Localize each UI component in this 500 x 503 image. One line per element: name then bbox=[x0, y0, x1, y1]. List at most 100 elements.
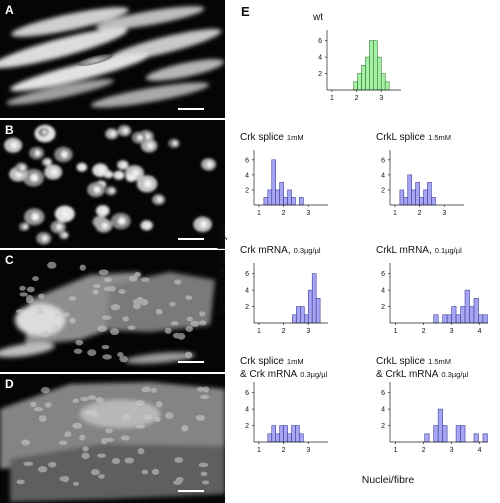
chart-title-1: Crk splice 1mM bbox=[240, 132, 304, 143]
histogram-bar bbox=[299, 433, 304, 443]
chart-title-main-2: CrkL splice bbox=[376, 132, 426, 143]
histogram-bar bbox=[295, 425, 300, 443]
x-tick-label: 3 bbox=[379, 95, 383, 102]
histogram-bar bbox=[292, 314, 297, 324]
chart-title2-conc-5: 0.3µg/µl bbox=[300, 370, 327, 379]
histogram-bar bbox=[263, 197, 269, 206]
x-tick-label: 2 bbox=[418, 210, 422, 217]
histogram-bar bbox=[460, 306, 466, 324]
histogram-bar bbox=[399, 189, 405, 206]
x-tick-label: 1 bbox=[330, 95, 334, 102]
x-tick-label: 2 bbox=[282, 210, 286, 217]
histogram-bar bbox=[442, 314, 448, 324]
y-tick-label: 6 bbox=[245, 157, 249, 164]
chart-title-0: wt bbox=[312, 12, 323, 23]
histogram-bar bbox=[423, 189, 428, 206]
histogram-bar bbox=[446, 314, 452, 324]
histogram-bar bbox=[419, 197, 424, 206]
histogram-bar bbox=[267, 189, 273, 206]
x-tick-label: 3 bbox=[442, 210, 446, 217]
chart-title-6: CrkL splice 1.5mM bbox=[376, 356, 451, 367]
histogram-bar bbox=[275, 189, 280, 206]
panel-letter-a: A bbox=[5, 3, 14, 17]
histogram-bar bbox=[357, 73, 362, 91]
y-tick-label: 4 bbox=[381, 288, 385, 295]
chart-title2-main-5: & Crk mRNA bbox=[240, 369, 298, 380]
chart-title-conc-2: 1.5mM bbox=[428, 133, 451, 142]
x-tick-label: 2 bbox=[282, 447, 286, 454]
histogram-bar bbox=[369, 40, 374, 91]
panel-letter-d: D bbox=[5, 377, 14, 391]
x-tick-label: 2 bbox=[422, 447, 426, 454]
micrograph-a-image bbox=[0, 6, 225, 108]
histogram-bar bbox=[437, 408, 443, 443]
x-tick-label: 3 bbox=[450, 447, 454, 454]
scale-bar-b bbox=[178, 238, 204, 240]
micrograph-a: A bbox=[0, 0, 225, 118]
histogram-bar bbox=[407, 174, 413, 206]
micrograph-c-image bbox=[0, 261, 215, 364]
histogram-bar bbox=[442, 425, 448, 443]
y-tick-label: 2 bbox=[245, 423, 249, 430]
x-tick-label: 1 bbox=[393, 210, 397, 217]
chart-title-5: Crk splice 1mM bbox=[240, 356, 304, 367]
y-tick-label: 4 bbox=[318, 55, 322, 62]
y-tick-label: 2 bbox=[381, 187, 385, 194]
histogram-bar bbox=[353, 81, 358, 91]
x-tick-label: 3 bbox=[306, 210, 310, 217]
chart-title-main-5: Crk splice bbox=[240, 356, 284, 367]
histogram-0: wt 2 4 6 1 2 3 bbox=[312, 12, 401, 102]
histogram-bar bbox=[271, 159, 277, 206]
chart-title2-conc-6: 0.3µg/µl bbox=[441, 370, 468, 379]
y-axis-label: Number of embryos bbox=[216, 224, 228, 316]
x-tick-label: 1 bbox=[257, 210, 261, 217]
y-tick-label: 2 bbox=[245, 304, 249, 311]
chart-title-4: CrkL mRNA, 0.1µg/µl bbox=[376, 245, 462, 256]
histogram-bar bbox=[431, 197, 436, 206]
histogram-bar bbox=[287, 433, 292, 443]
histogram-bar bbox=[455, 314, 461, 324]
chart-title-conc-4: 0.1µg/µl bbox=[435, 246, 462, 255]
histogram-bar bbox=[478, 314, 484, 324]
x-tick-label: 2 bbox=[282, 328, 286, 335]
histogram-bar bbox=[377, 56, 382, 91]
y-tick-label: 6 bbox=[381, 157, 385, 164]
histogram-bar bbox=[296, 306, 301, 324]
x-tick-label: 2 bbox=[355, 95, 359, 102]
x-tick-label: 3 bbox=[306, 447, 310, 454]
histogram-bar bbox=[403, 197, 409, 206]
histogram-bar bbox=[451, 306, 457, 324]
histogram-bar bbox=[283, 425, 288, 443]
y-tick-label: 2 bbox=[245, 187, 249, 194]
histogram-bar bbox=[283, 197, 288, 206]
y-tick-label: 6 bbox=[245, 390, 249, 397]
y-tick-label: 6 bbox=[381, 271, 385, 278]
histogram-6: CrkL splice 1.5mM & CrkL mRNA 0.3µg/µl 2 4 6 1 2… bbox=[376, 356, 488, 454]
x-tick-label: 1 bbox=[257, 328, 261, 335]
panel-letter-e: E bbox=[241, 4, 250, 19]
x-tick-label: 1 bbox=[257, 447, 261, 454]
chart-title-line2-6: & CrkL mRNA 0.3µg/µl bbox=[376, 369, 469, 380]
histogram-bar bbox=[287, 189, 292, 206]
histogram-bar bbox=[473, 298, 479, 324]
y-tick-label: 4 bbox=[245, 172, 249, 179]
chart-title-3: Crk mRNA, 0.3µg/µl bbox=[240, 245, 321, 256]
y-tick-label: 4 bbox=[381, 172, 385, 179]
chart-title-main-1: Crk splice bbox=[240, 132, 284, 143]
micrograph-c: C bbox=[0, 250, 225, 372]
histogram-bar bbox=[307, 289, 313, 324]
chart-title-main-3: Crk mRNA, bbox=[240, 245, 291, 256]
histogram-bar bbox=[433, 314, 439, 324]
histogram-bar bbox=[455, 425, 461, 443]
histogram-bar bbox=[267, 433, 273, 443]
scale-bar-d bbox=[178, 490, 204, 492]
y-tick-label: 6 bbox=[318, 38, 322, 45]
micrograph-b: B bbox=[0, 120, 225, 248]
chart-title-line2-5: & Crk mRNA 0.3µg/µl bbox=[240, 369, 328, 380]
chart-title-conc-6: 1.5mM bbox=[428, 357, 451, 366]
y-tick-label: 2 bbox=[318, 71, 322, 78]
histogram-bar bbox=[411, 189, 416, 206]
histogram-bar bbox=[482, 314, 488, 324]
chart-title-conc-1: 1mM bbox=[287, 133, 304, 142]
